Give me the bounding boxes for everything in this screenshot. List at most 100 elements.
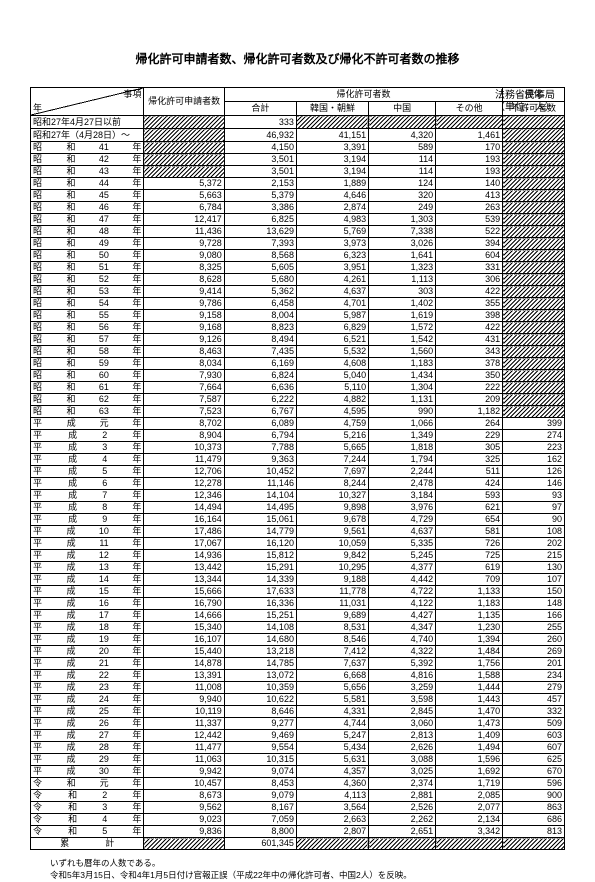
data-cell: 11,031	[296, 598, 368, 610]
data-cell: 5,379	[224, 190, 296, 202]
data-cell: 900	[503, 790, 565, 802]
data-cell	[503, 250, 565, 262]
data-cell: 8,568	[224, 250, 296, 262]
year-cell: 昭和58年	[31, 346, 144, 358]
data-cell: 14,108	[224, 622, 296, 634]
data-cell: 8,904	[144, 430, 224, 442]
data-cell: 2,651	[369, 826, 436, 838]
data-cell: 589	[369, 142, 436, 154]
year-cell: 昭和46年	[31, 202, 144, 214]
data-cell: 604	[436, 250, 503, 262]
year-cell: 平成9年	[31, 514, 144, 526]
col-china: 中国	[369, 102, 436, 116]
year-cell: 平成6年	[31, 478, 144, 490]
data-cell: 14,339	[224, 574, 296, 586]
data-cell: 6,323	[296, 250, 368, 262]
data-cell: 4,759	[296, 418, 368, 430]
data-cell	[503, 190, 565, 202]
data-cell: 1,560	[369, 346, 436, 358]
year-cell: 平成11年	[31, 538, 144, 550]
data-cell: 4,357	[296, 766, 368, 778]
data-cell: 709	[436, 574, 503, 586]
year-cell: 昭和60年	[31, 370, 144, 382]
data-cell: 1,113	[369, 274, 436, 286]
data-cell: 255	[503, 622, 565, 634]
data-cell: 10,295	[296, 562, 368, 574]
data-cell: 234	[503, 670, 565, 682]
year-cell: 令和3年	[31, 802, 144, 814]
data-cell	[503, 166, 565, 178]
data-cell: 4,983	[296, 214, 368, 226]
data-cell: 2,262	[369, 814, 436, 826]
data-cell: 1,473	[436, 718, 503, 730]
data-cell: 8,646	[224, 706, 296, 718]
data-cell: 4,261	[296, 274, 368, 286]
hatch-cell	[144, 129, 224, 142]
data-cell: 1,133	[436, 586, 503, 598]
data-cell: 5,216	[296, 430, 368, 442]
data-cell: 863	[503, 802, 565, 814]
data-cell: 320	[369, 190, 436, 202]
year-cell: 平成15年	[31, 586, 144, 598]
data-cell: 1,304	[369, 382, 436, 394]
data-cell: 11,008	[144, 682, 224, 694]
year-cell: 平成10年	[31, 526, 144, 538]
data-cell: 108	[503, 526, 565, 538]
data-cell: 3,342	[436, 826, 503, 838]
data-cell: 3,386	[224, 202, 296, 214]
data-cell: 9,842	[296, 550, 368, 562]
data-cell: 1,596	[436, 754, 503, 766]
data-cell: 9,469	[224, 730, 296, 742]
data-cell: 193	[436, 166, 503, 178]
data-cell: 107	[503, 574, 565, 586]
data-cell: 8,325	[144, 262, 224, 274]
data-cell: 8,167	[224, 802, 296, 814]
data-cell: 2,244	[369, 466, 436, 478]
unit-label: （単位：人）	[495, 102, 555, 114]
year-cell: 平成25年	[31, 706, 144, 718]
data-cell: 7,788	[224, 442, 296, 454]
data-cell: 398	[436, 310, 503, 322]
data-cell: 13,629	[224, 226, 296, 238]
data-cell: 4,122	[369, 598, 436, 610]
hatch-cell	[144, 116, 224, 129]
data-cell: 5,769	[296, 226, 368, 238]
data-cell: 5,245	[369, 550, 436, 562]
data-cell: 14,495	[224, 502, 296, 514]
data-cell: 325	[436, 454, 503, 466]
data-cell: 5,605	[224, 262, 296, 274]
data-cell: 14,878	[144, 658, 224, 670]
data-cell: 8,702	[144, 418, 224, 430]
data-cell	[503, 226, 565, 238]
data-cell: 11,477	[144, 742, 224, 754]
data-cell	[503, 382, 565, 394]
data-cell	[503, 286, 565, 298]
data-cell: 10,452	[224, 466, 296, 478]
data-cell: 1,719	[436, 778, 503, 790]
data-cell: 5,372	[144, 178, 224, 190]
data-cell: 2,881	[369, 790, 436, 802]
data-cell: 9,168	[144, 322, 224, 334]
data-cell: 209	[436, 394, 503, 406]
year-cell: 昭和50年	[31, 250, 144, 262]
data-cell: 1,794	[369, 454, 436, 466]
note2: 令和5年3月15日、令和4年1月5日付け官報正誤（平成22年中の帰化許可者、中国…	[50, 870, 565, 882]
data-cell: 619	[436, 562, 503, 574]
data-cell: 10,622	[224, 694, 296, 706]
data-cell: 424	[436, 478, 503, 490]
data-cell: 15,812	[224, 550, 296, 562]
data-cell: 813	[503, 826, 565, 838]
year-cell: 令和元年	[31, 778, 144, 790]
col-applicants: 帰化許可申請者数	[144, 88, 224, 116]
data-cell: 1,135	[436, 610, 503, 622]
data-cell: 274	[503, 430, 565, 442]
data-cell: 9,126	[144, 334, 224, 346]
data-cell	[144, 154, 224, 166]
data-cell: 14,779	[224, 526, 296, 538]
data-cell: 5,110	[296, 382, 368, 394]
data-cell: 3,194	[296, 166, 368, 178]
year-cell: 昭和56年	[31, 322, 144, 334]
data-cell: 2,626	[369, 742, 436, 754]
data-cell: 1,402	[369, 298, 436, 310]
data-cell: 9,562	[144, 802, 224, 814]
